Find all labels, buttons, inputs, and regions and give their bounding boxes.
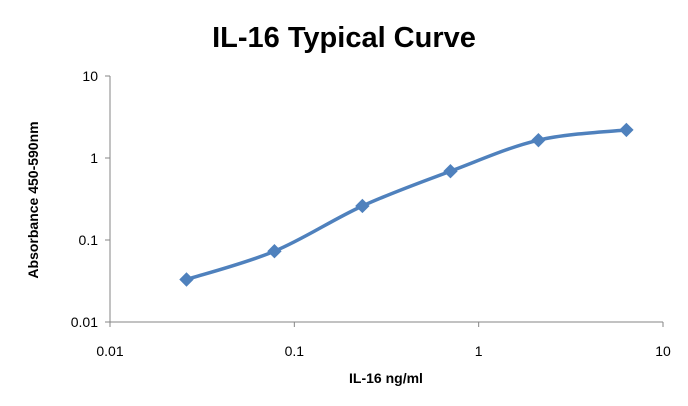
x-tick-label: 1: [475, 343, 483, 359]
data-point-marker: [531, 132, 546, 148]
data-point-marker: [179, 272, 194, 287]
chart-title: IL-16 Typical Curve: [212, 22, 476, 54]
y-tick-label: 0.01: [71, 314, 98, 330]
data-point-marker: [619, 122, 634, 138]
data-point-marker: [443, 164, 458, 179]
series-layer: [179, 122, 634, 287]
data-point-marker: [355, 198, 370, 214]
x-tick-label: 0.01: [96, 343, 123, 359]
x-tick-label: 10: [655, 343, 671, 359]
axes: [109, 76, 663, 323]
y-tick-label: 1: [90, 150, 98, 166]
x-axis-title: IL-16 ng/ml: [349, 370, 423, 386]
x-axis-ticks: 0.01 0.1 1 10: [96, 322, 671, 359]
x-tick-label: 0.1: [285, 343, 305, 359]
y-tick-label: 0.1: [79, 232, 99, 248]
y-axis-title: Absorbance 450-590nm: [25, 121, 41, 278]
data-point-marker: [267, 244, 282, 259]
y-tick-label: 10: [82, 68, 98, 84]
series-line: [184, 128, 629, 282]
y-axis-ticks: 0.01 0.1 1 10: [71, 68, 110, 330]
